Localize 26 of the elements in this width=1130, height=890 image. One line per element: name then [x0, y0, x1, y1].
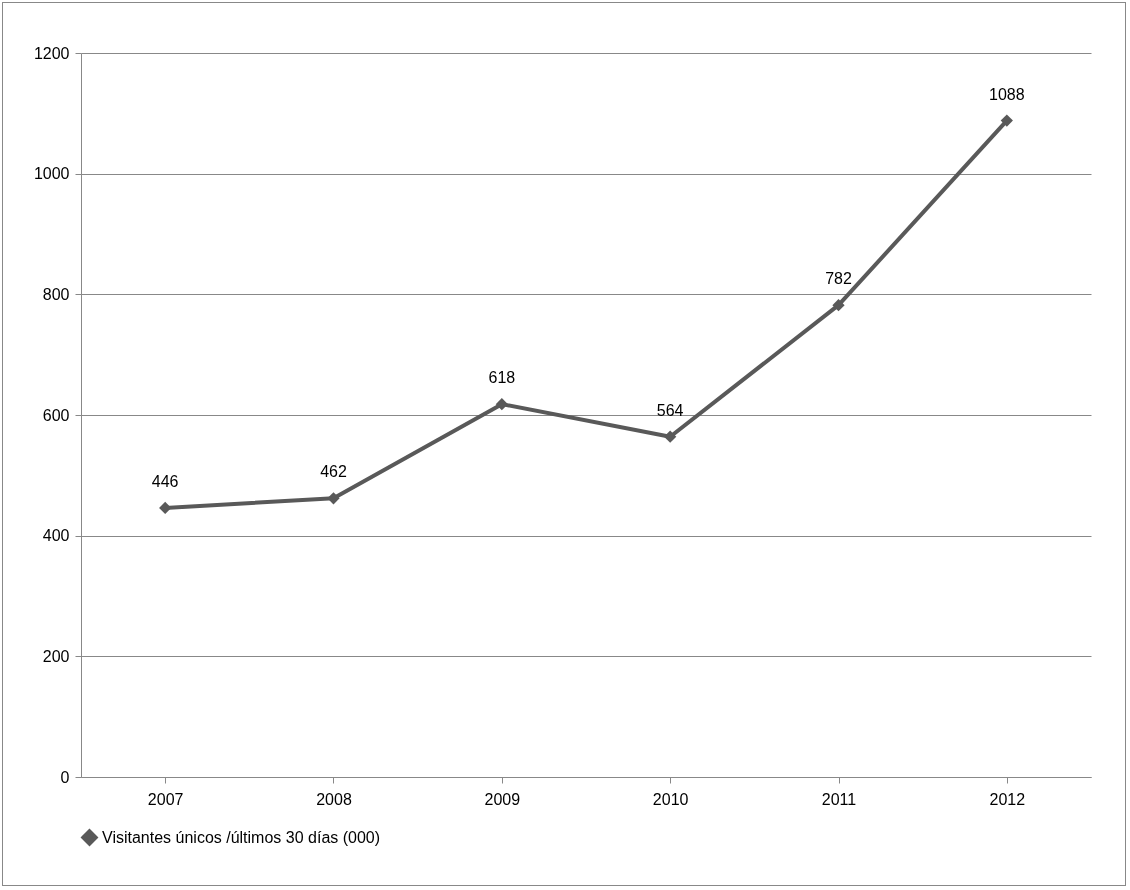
point	[495, 398, 508, 411]
y-tick-label: 1200	[33, 44, 70, 62]
data-label: 462	[320, 463, 347, 481]
legend-label: Visitantes únicos /últimos 30 días (000)	[102, 828, 381, 846]
data-label: 1088	[989, 85, 1025, 103]
data-label: 564	[656, 401, 684, 419]
x-tick-label: 2010	[652, 790, 689, 808]
x-tick-label: 2007	[147, 790, 184, 808]
data-label: 618	[488, 369, 516, 387]
y-tick-label: 400	[42, 527, 70, 545]
y-tick-label: 800	[42, 285, 70, 303]
y-tick-label: 1000	[33, 165, 70, 183]
y-tick-label: 600	[42, 406, 70, 424]
point	[159, 501, 172, 515]
point	[1000, 114, 1013, 127]
point	[327, 492, 340, 505]
data-label: 446	[151, 472, 179, 490]
data-label: 782	[825, 270, 852, 288]
point	[832, 299, 845, 312]
x-tick-label: 2011	[821, 790, 857, 808]
x-tick-label: 2012	[989, 790, 1026, 808]
y-tick-label: 0	[60, 768, 70, 786]
y-tick-label: 200	[42, 647, 70, 665]
point	[664, 430, 677, 443]
x-tick-label: 2009	[484, 790, 521, 808]
x-tick-label: 2008	[316, 790, 352, 808]
